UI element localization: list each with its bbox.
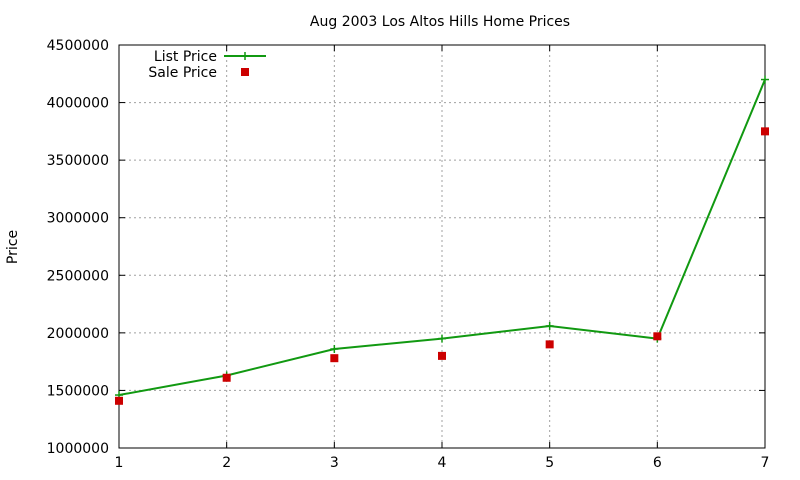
list-price-point — [545, 321, 554, 330]
y-tick-label: 4000000 — [47, 96, 109, 112]
x-tick-label: 4 — [438, 455, 447, 471]
sale-price-point — [438, 351, 446, 360]
legend-marker — [241, 52, 249, 60]
chart-title: Aug 2003 Los Altos Hills Home Prices — [310, 14, 570, 30]
legend-marker — [241, 68, 249, 76]
x-axis-ticks: 1 2 3 4 5 6 7 — [115, 45, 770, 471]
y-tick-label: 1000000 — [47, 441, 109, 457]
y-tick-label: 2500000 — [47, 268, 109, 284]
sale-price-point — [545, 340, 554, 349]
list-price-point — [330, 344, 339, 353]
list-price-point — [438, 334, 446, 343]
x-tick-label: 5 — [545, 455, 554, 471]
y-tick-label: 3500000 — [47, 153, 109, 169]
x-tick-label: 7 — [761, 455, 770, 471]
x-tick-label: 1 — [115, 455, 124, 471]
x-tick-label: 2 — [222, 455, 231, 471]
y-tick-label: 2000000 — [47, 326, 109, 342]
y-tick-label: 3000000 — [47, 211, 109, 227]
sale-price-point — [115, 396, 123, 405]
y-tick-label: 4500000 — [47, 38, 109, 54]
data-series — [115, 75, 769, 405]
list-price-point — [761, 75, 769, 84]
y-axis-label: Price — [5, 230, 21, 264]
x-tick-label: 3 — [330, 455, 339, 471]
sale-price-point — [653, 332, 662, 341]
legend-label: Sale Price — [148, 65, 217, 81]
x-tick-label: 6 — [653, 455, 662, 471]
sale-price-point — [761, 127, 769, 136]
gridlines — [119, 45, 765, 448]
y-tick-label: 1500000 — [47, 383, 109, 399]
sale-price-series — [115, 127, 769, 405]
legend-label: List Price — [154, 49, 217, 65]
sale-price-point — [222, 373, 231, 382]
y-axis-ticks: 1000000 1500000 2000000 2500000 3000000 35000… — [47, 38, 765, 457]
sale-price-point — [330, 354, 339, 363]
